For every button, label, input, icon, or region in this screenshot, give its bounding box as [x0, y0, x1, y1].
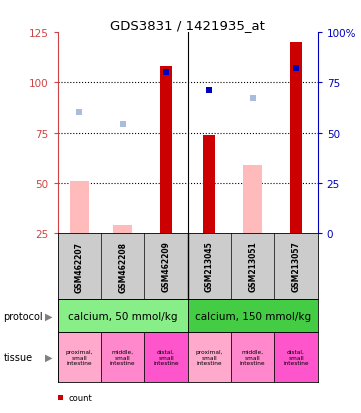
Text: GSM213051: GSM213051 [248, 241, 257, 292]
Bar [204, 135, 215, 233]
Bar [144, 332, 188, 382]
Bar [231, 332, 274, 382]
Bar [243, 165, 262, 233]
Bar [58, 299, 188, 332]
Text: ▶: ▶ [45, 352, 52, 362]
Text: ▶: ▶ [45, 311, 52, 321]
Text: GSM213057: GSM213057 [292, 241, 300, 292]
Text: distal,
small
intestine: distal, small intestine [153, 349, 179, 366]
Bar [274, 332, 318, 382]
Bar [188, 299, 318, 332]
Bar [160, 67, 172, 233]
Text: GSM462208: GSM462208 [118, 241, 127, 292]
Text: distal,
small
intestine: distal, small intestine [283, 349, 309, 366]
Bar [113, 225, 132, 233]
Text: calcium, 150 mmol/kg: calcium, 150 mmol/kg [195, 311, 311, 321]
Bar [58, 332, 101, 382]
Text: GSM462207: GSM462207 [75, 241, 84, 292]
Bar [70, 181, 89, 233]
Text: middle,
small
intestine: middle, small intestine [240, 349, 265, 366]
Bar [188, 332, 231, 382]
Text: tissue: tissue [4, 352, 33, 362]
Bar [290, 43, 302, 233]
Bar [101, 332, 144, 382]
Text: count: count [68, 393, 92, 402]
Text: proximal,
small
intestine: proximal, small intestine [66, 349, 93, 366]
Text: middle,
small
intestine: middle, small intestine [110, 349, 135, 366]
Text: protocol: protocol [4, 311, 43, 321]
Text: GSM462209: GSM462209 [162, 241, 170, 292]
Text: proximal,
small
intestine: proximal, small intestine [196, 349, 223, 366]
Title: GDS3831 / 1421935_at: GDS3831 / 1421935_at [110, 19, 265, 32]
Text: GSM213045: GSM213045 [205, 241, 214, 292]
Text: calcium, 50 mmol/kg: calcium, 50 mmol/kg [68, 311, 178, 321]
